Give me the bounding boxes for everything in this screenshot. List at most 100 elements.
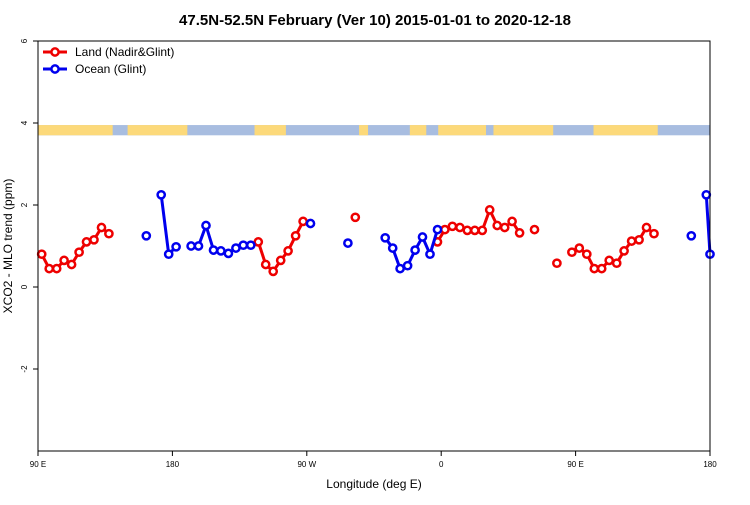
data-point [66, 259, 77, 270]
data-point [283, 246, 293, 256]
data-point [51, 263, 62, 274]
y-tick-label: 6 [20, 38, 29, 43]
data-point [245, 240, 256, 251]
data-point [492, 220, 503, 231]
data-point [432, 224, 443, 235]
data-point [589, 263, 600, 274]
series-line [704, 194, 712, 255]
data-point [343, 238, 353, 248]
data-point [380, 232, 391, 243]
chart-title: 47.5N-52.5N February (Ver 10) 2015-01-01… [179, 12, 571, 29]
data-point [604, 255, 615, 266]
land-band-span [254, 125, 286, 136]
data-point [156, 189, 167, 200]
land-band-span [127, 125, 188, 136]
data-point [567, 247, 577, 258]
series-layer [36, 189, 715, 277]
data-point [74, 247, 84, 258]
data-point [163, 249, 174, 260]
y-tick-label: -2 [20, 365, 29, 373]
data-point [686, 230, 697, 241]
data-point [649, 228, 659, 239]
data-point [574, 243, 585, 253]
data-point [260, 259, 271, 270]
data-point [581, 249, 592, 260]
data-point [440, 224, 450, 235]
data-point [89, 234, 99, 245]
land-band-span [409, 125, 427, 136]
land-band-span [438, 125, 486, 136]
data-point [141, 230, 152, 241]
data-point [193, 241, 204, 251]
data-point [171, 241, 181, 252]
data-point [104, 228, 114, 239]
y-tick-label: 2 [20, 202, 29, 207]
data-point [231, 243, 241, 253]
series-ocean [141, 189, 715, 274]
surface-type-band [38, 125, 710, 136]
data-point [96, 222, 107, 233]
land-band-span [38, 125, 113, 136]
data-point [186, 241, 196, 251]
legend-land-marker [50, 47, 60, 57]
plot-frame [37, 40, 711, 452]
x-tick-label: 90 E [567, 460, 583, 469]
data-point [410, 245, 420, 255]
legend: Land (Nadir&Glint) Ocean (Glint) [43, 45, 174, 76]
y-tick-label: 4 [20, 120, 29, 125]
data-point [641, 222, 652, 233]
x-tick-label: 90 E [30, 460, 46, 469]
data-point [387, 243, 398, 253]
data-point [81, 237, 92, 247]
data-point [36, 249, 47, 260]
data-point [298, 216, 308, 227]
data-point [626, 236, 637, 246]
data-point [44, 263, 55, 274]
data-point [611, 258, 622, 269]
data-point [216, 246, 226, 256]
data-point [223, 248, 234, 259]
data-point [514, 228, 525, 238]
data-point [268, 266, 279, 277]
y-axis: -2 0 2 4 6 [20, 38, 38, 373]
data-point [619, 246, 629, 256]
data-point [395, 263, 405, 274]
x-tick-label: 180 [703, 460, 717, 469]
x-tick-label: 90 W [297, 460, 316, 469]
data-point [552, 258, 562, 269]
data-point [477, 225, 488, 236]
legend-land-label: Land (Nadir&Glint) [75, 45, 174, 59]
data-point [238, 240, 249, 251]
x-axis-label: Longitude (deg E) [326, 477, 421, 491]
data-point [305, 218, 316, 229]
data-point [59, 255, 69, 266]
legend-item-ocean: Ocean (Glint) [43, 62, 146, 76]
data-point [462, 225, 473, 236]
data-point [208, 245, 219, 255]
legend-ocean-marker [50, 64, 60, 74]
data-point [290, 230, 301, 241]
data-point [350, 212, 361, 223]
x-tick-label: 0 [439, 460, 444, 469]
data-point [507, 216, 517, 227]
data-point [402, 260, 413, 271]
data-point [201, 220, 211, 231]
legend-ocean-label: Ocean (Glint) [75, 62, 146, 76]
data-point [701, 189, 712, 200]
data-point [253, 237, 264, 247]
data-point [455, 222, 465, 233]
data-point [596, 263, 607, 274]
ocean-band [38, 125, 710, 136]
series-land [36, 205, 659, 277]
land-band-span [493, 125, 554, 136]
data-point [425, 249, 435, 260]
data-point [417, 232, 428, 242]
data-point [275, 255, 286, 266]
data-point [634, 234, 644, 245]
data-point [484, 205, 495, 215]
land-band-span [359, 125, 369, 136]
data-point [469, 225, 480, 236]
y-axis-label: XCO2 - MLO trend (ppm) [1, 179, 15, 314]
legend-item-land: Land (Nadir&Glint) [43, 45, 174, 59]
